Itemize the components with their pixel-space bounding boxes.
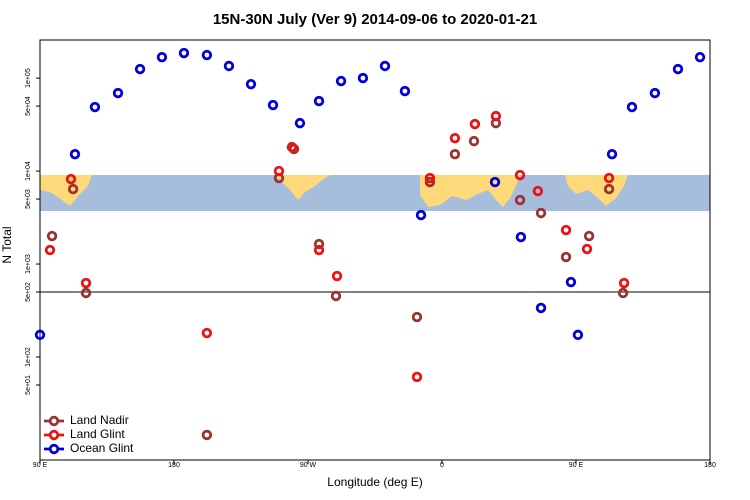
point [694, 51, 706, 63]
point [267, 99, 279, 111]
point [424, 172, 436, 184]
point [535, 207, 547, 219]
point [156, 51, 168, 63]
point [245, 78, 257, 90]
legend-marker [48, 415, 60, 427]
point [67, 183, 79, 195]
point [80, 287, 92, 299]
point [313, 244, 325, 256]
point [411, 311, 423, 323]
point [468, 135, 480, 147]
point [44, 244, 56, 256]
point [606, 148, 618, 160]
point [80, 277, 92, 289]
point [424, 176, 436, 188]
x-tick-label: 90 E [33, 462, 48, 469]
point [134, 63, 146, 75]
point [583, 230, 595, 242]
land [420, 175, 520, 207]
x-tick-label: 90 W [300, 462, 317, 469]
point [535, 302, 547, 314]
point [449, 132, 461, 144]
point [65, 173, 77, 185]
point [603, 183, 615, 195]
point [572, 329, 584, 341]
legend-label: Land Nadir [70, 413, 129, 427]
point [565, 276, 577, 288]
x-axis-label: Longitude (deg E) [327, 475, 422, 489]
point [532, 185, 544, 197]
point [294, 117, 306, 129]
point [89, 101, 101, 113]
point [411, 371, 423, 383]
y-axis-label: N Total [0, 226, 14, 263]
y-tick-label: 1e+05 [25, 68, 32, 88]
point [357, 72, 369, 84]
land [275, 175, 330, 200]
legend-marker [48, 443, 60, 455]
point [201, 429, 213, 441]
point [649, 87, 661, 99]
legend-label: Land Glint [70, 427, 125, 441]
point [490, 110, 502, 122]
land [565, 175, 628, 206]
point [379, 60, 391, 72]
point [603, 172, 615, 184]
point [223, 60, 235, 72]
point [415, 209, 427, 221]
point [331, 270, 343, 282]
legend-label: Ocean Glint [70, 441, 134, 455]
point [514, 169, 526, 181]
x-tick-label: 180 [168, 462, 180, 469]
point [560, 251, 572, 263]
y-tick-label: 1e+03 [25, 254, 32, 274]
point [313, 95, 325, 107]
world-map-band [40, 175, 710, 211]
point [273, 165, 285, 177]
chart-title: 15N-30N July (Ver 9) 2014-09-06 to 2020-… [213, 11, 537, 28]
y-tick-label: 5e+04 [25, 96, 32, 116]
point [112, 87, 124, 99]
y-tick-label: 5e+02 [25, 282, 32, 302]
y-tick-label: 5e+01 [25, 375, 32, 395]
point [313, 238, 325, 250]
x-tick-label: 180 [704, 462, 716, 469]
y-tick-label: 1e+02 [25, 347, 32, 367]
point [286, 141, 298, 153]
point [330, 290, 342, 302]
point [178, 47, 190, 59]
plot-frame [39, 39, 711, 461]
legend-marker [48, 429, 60, 441]
point [201, 327, 213, 339]
point [34, 329, 46, 341]
point [581, 243, 593, 255]
y-tick-label: 1e+04 [25, 161, 32, 181]
point [201, 49, 213, 61]
point [617, 287, 629, 299]
point [469, 118, 481, 130]
x-tick-label: 90 E [569, 462, 584, 469]
point [560, 224, 572, 236]
point [515, 231, 527, 243]
point [399, 85, 411, 97]
point [489, 176, 501, 188]
point [672, 63, 684, 75]
point [626, 101, 638, 113]
y-tick-label: 5e+03 [25, 189, 32, 209]
point [618, 277, 630, 289]
point [69, 148, 81, 160]
x-tick-label: 0 [440, 462, 444, 469]
point [514, 194, 526, 206]
point [46, 230, 58, 242]
land [40, 175, 92, 206]
point [449, 148, 461, 160]
point [335, 75, 347, 87]
